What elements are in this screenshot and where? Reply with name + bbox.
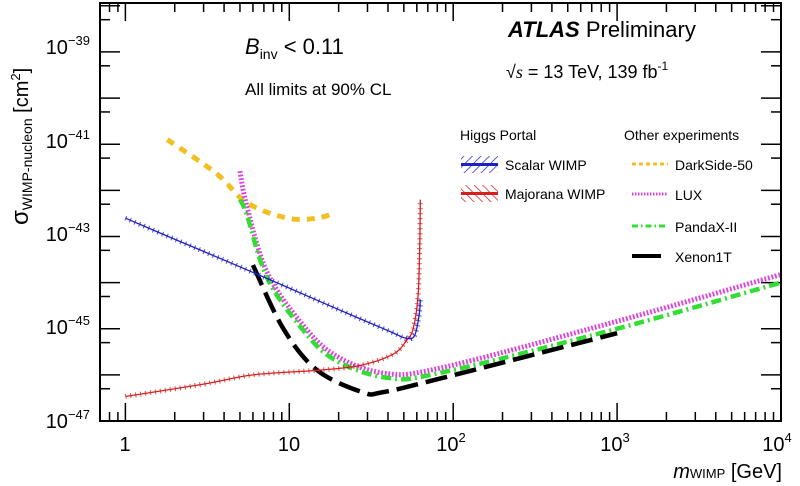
legend-label: Scalar WIMP — [505, 157, 587, 173]
x-tick-label: 102 — [436, 430, 465, 456]
x-tick-label: 103 — [600, 430, 629, 456]
legend-item-majorana-wimp: Majorana WIMP — [461, 185, 605, 202]
series-line-darkside-50 — [165, 137, 335, 222]
x-tick-label: 1 — [119, 434, 130, 456]
axis-ticks — [99, 3, 782, 422]
binv-annotation: Binv < 0.11 — [245, 34, 344, 62]
legend-item-pandax-ii: PandaX-II — [632, 219, 737, 235]
y-tick-label: 10−41 — [46, 127, 90, 153]
y-tick-label: 10−47 — [46, 407, 90, 433]
atlas-label: ATLAS Preliminary — [507, 17, 696, 42]
y-tick-label: 10−43 — [46, 220, 90, 246]
legend-item-xenon1t: Xenon1T — [632, 249, 732, 265]
legend-item-lux: LUX — [632, 187, 703, 203]
series-line-scalar-wimp — [125, 217, 421, 340]
legend-item-scalar-wimp: Scalar WIMP — [461, 156, 587, 173]
cl-annotation: All limits at 90% CL — [245, 80, 391, 99]
x-tick-label: 104 — [762, 430, 791, 456]
series-hatch-majorana-wimp — [124, 199, 423, 399]
y-tick-label: 10−45 — [46, 313, 90, 339]
energy-lumi-label: √s = 13 TeV, 139 fb-1 — [506, 59, 669, 82]
legend-label: Xenon1T — [675, 249, 732, 265]
legend-label: DarkSide-50 — [675, 157, 753, 173]
series-line-majorana-wimp — [125, 199, 421, 398]
legend-item-darkside-50: DarkSide-50 — [632, 157, 753, 173]
x-axis-title: mWIMP [GeV] — [673, 461, 782, 483]
y-tick-label: 10−39 — [46, 33, 90, 59]
legend-group-higgs-portal: Higgs Portal — [460, 127, 536, 143]
y-axis-title: σWIMP-nucleon [cm2] — [7, 68, 35, 225]
legend-label: LUX — [675, 187, 703, 203]
legend-group-other-experiments: Other experiments — [624, 127, 739, 143]
legend: Higgs Portal Other experiments Scalar WI… — [460, 127, 753, 265]
legend-label: Majorana WIMP — [505, 186, 605, 202]
legend-label: PandaX-II — [675, 219, 737, 235]
plot-frame — [99, 2, 782, 422]
series-line-xenon1t — [250, 264, 618, 397]
series-line-pandax-ii — [237, 198, 781, 382]
x-tick-label: 10 — [278, 434, 300, 456]
series-layer — [124, 137, 781, 399]
